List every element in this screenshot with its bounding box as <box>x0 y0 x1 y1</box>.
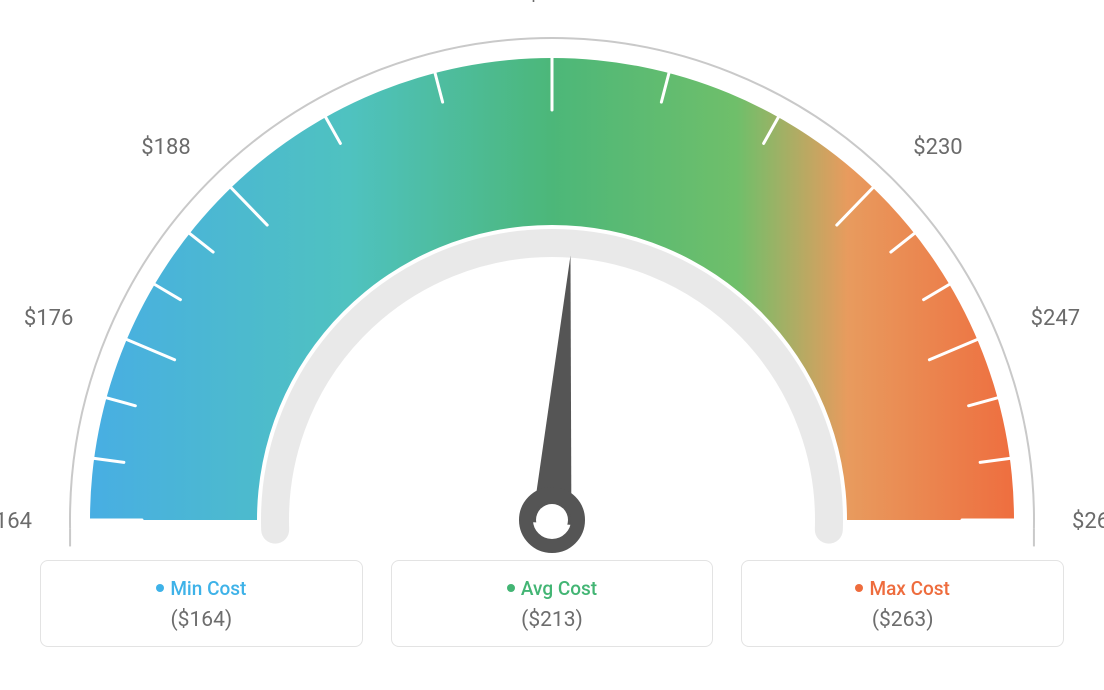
min-cost-title: Min Cost <box>51 577 352 600</box>
gauge-chart: $164 $176 $188 $213 $230 $247 $263 <box>0 0 1104 560</box>
gauge-svg: $164 $176 $188 $213 $230 $247 $263 <box>0 0 1104 560</box>
max-cost-card: Max Cost ($263) <box>741 560 1064 647</box>
min-cost-label: Min Cost <box>170 577 246 600</box>
min-cost-value: ($164) <box>51 608 352 632</box>
avg-cost-label: Avg Cost <box>521 577 597 600</box>
max-dot-icon <box>855 584 863 592</box>
avg-cost-title: Avg Cost <box>402 577 703 600</box>
svg-text:$164: $164 <box>0 509 32 534</box>
summary-cards: Min Cost ($164) Avg Cost ($213) Max Cost… <box>0 560 1104 647</box>
svg-text:$213: $213 <box>527 0 576 6</box>
avg-dot-icon <box>507 584 515 592</box>
min-cost-card: Min Cost ($164) <box>40 560 363 647</box>
avg-cost-value: ($213) <box>402 608 703 632</box>
svg-text:$263: $263 <box>1072 509 1104 534</box>
svg-text:$230: $230 <box>913 135 962 160</box>
avg-cost-card: Avg Cost ($213) <box>391 560 714 647</box>
max-cost-title: Max Cost <box>752 577 1053 600</box>
max-cost-value: ($263) <box>752 608 1053 632</box>
max-cost-label: Max Cost <box>869 577 949 600</box>
svg-text:$176: $176 <box>24 306 73 331</box>
svg-text:$247: $247 <box>1031 306 1080 331</box>
min-dot-icon <box>156 584 164 592</box>
svg-text:$188: $188 <box>141 135 190 160</box>
